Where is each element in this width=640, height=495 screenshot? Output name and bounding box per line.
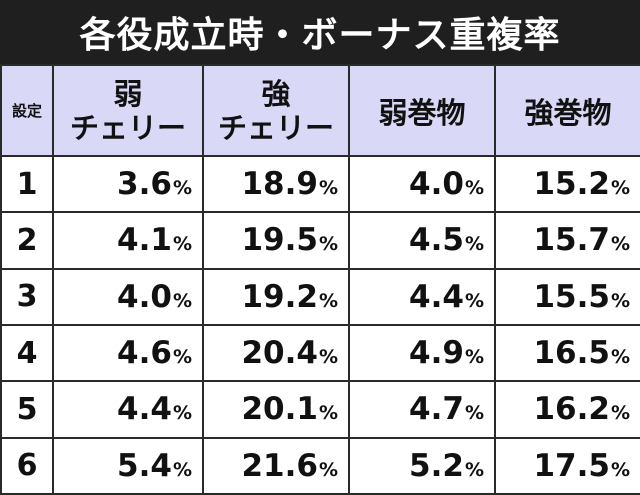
value-number: 4.0 (409, 166, 464, 203)
setting-cell: 2 (0, 211, 54, 270)
header-setting: 設定 (0, 64, 54, 157)
percent-unit: % (610, 346, 630, 369)
percent-unit: % (318, 177, 338, 200)
value-number: 4.6 (117, 335, 172, 372)
percent-unit: % (172, 289, 192, 312)
value-cell: 15.2% (494, 154, 640, 214)
value-cell: 3.6% (52, 154, 204, 214)
table-row: 1 3.6% 18.9% 4.0% 15.2% (0, 154, 640, 214)
percent-unit: % (318, 233, 338, 256)
value-cell: 18.9% (202, 154, 350, 214)
percent-unit: % (318, 289, 338, 312)
percent-unit: % (610, 458, 630, 481)
value-number: 4.9 (409, 335, 464, 372)
table-row: 6 5.4% 21.6% 5.2% 17.5% (0, 436, 640, 495)
value-cell: 4.9% (348, 323, 496, 383)
percent-unit: % (172, 402, 192, 425)
value-cell: 4.0% (52, 267, 204, 326)
percent-unit: % (610, 177, 630, 200)
percent-unit: % (464, 177, 484, 200)
value-number: 5.4 (117, 447, 172, 484)
percent-unit: % (172, 177, 192, 200)
value-number: 15.2 (533, 166, 610, 203)
value-cell: 4.4% (348, 267, 496, 326)
header-row: 設定 弱 チェリー 強 チェリー 弱巻物 強巻物 (0, 64, 640, 157)
value-number: 4.4 (409, 278, 464, 315)
header-weak-scroll: 弱巻物 (348, 64, 496, 157)
value-cell: 4.6% (52, 323, 204, 383)
value-number: 16.2 (533, 391, 610, 428)
value-cell: 19.2% (202, 267, 350, 326)
setting-cell: 4 (0, 323, 54, 383)
table-row: 3 4.0% 19.2% 4.4% 15.5% (0, 267, 640, 326)
value-cell: 4.7% (348, 380, 496, 439)
header-strong-scroll: 強巻物 (494, 64, 640, 157)
percent-unit: % (610, 289, 630, 312)
value-number: 4.0 (117, 278, 172, 315)
value-number: 17.5 (533, 447, 610, 484)
value-number: 20.4 (241, 335, 318, 372)
value-number: 20.1 (241, 391, 318, 428)
percent-unit: % (610, 402, 630, 425)
percent-unit: % (464, 289, 484, 312)
value-number: 19.5 (241, 222, 318, 259)
value-cell: 20.4% (202, 323, 350, 383)
value-number: 4.1 (117, 222, 172, 259)
header-strong-cherry-line1: 強 (261, 76, 291, 111)
value-cell: 4.0% (348, 154, 496, 214)
percent-unit: % (464, 458, 484, 481)
table-row: 2 4.1% 19.5% 4.5% 15.7% (0, 211, 640, 270)
value-number: 16.5 (533, 335, 610, 372)
value-cell: 21.6% (202, 436, 350, 495)
value-cell: 19.5% (202, 211, 350, 270)
value-number: 21.6 (241, 447, 318, 484)
percent-unit: % (172, 458, 192, 481)
page-title: 各役成立時・ボーナス重複率 (0, 0, 640, 64)
percent-unit: % (318, 346, 338, 369)
header-weak-cherry-line2: チェリー (69, 110, 186, 145)
value-cell: 15.5% (494, 267, 640, 326)
value-cell: 15.7% (494, 211, 640, 270)
value-number: 15.7 (533, 222, 610, 259)
value-cell: 17.5% (494, 436, 640, 495)
setting-cell: 5 (0, 380, 54, 439)
percent-unit: % (464, 402, 484, 425)
value-number: 3.6 (117, 166, 172, 203)
setting-cell: 1 (0, 154, 54, 214)
percent-unit: % (172, 346, 192, 369)
value-cell: 5.4% (52, 436, 204, 495)
value-cell: 4.4% (52, 380, 204, 439)
value-number: 4.7 (409, 391, 464, 428)
header-weak-cherry: 弱 チェリー (52, 64, 204, 157)
value-number: 4.5 (409, 222, 464, 259)
header-strong-cherry-line2: チェリー (217, 110, 334, 145)
percent-unit: % (610, 233, 630, 256)
value-cell: 4.1% (52, 211, 204, 270)
bonus-overlap-table: 設定 弱 チェリー 強 チェリー 弱巻物 強巻物 1 3.6% 18.9% 4.… (0, 64, 640, 495)
table-row: 5 4.4% 20.1% 4.7% 16.2% (0, 380, 640, 439)
value-cell: 20.1% (202, 380, 350, 439)
percent-unit: % (318, 402, 338, 425)
percent-unit: % (318, 458, 338, 481)
setting-cell: 6 (0, 436, 54, 495)
setting-cell: 3 (0, 267, 54, 326)
value-number: 15.5 (533, 278, 610, 315)
percent-unit: % (172, 233, 192, 256)
value-cell: 16.2% (494, 380, 640, 439)
percent-unit: % (464, 346, 484, 369)
value-number: 5.2 (409, 447, 464, 484)
percent-unit: % (464, 233, 484, 256)
value-cell: 5.2% (348, 436, 496, 495)
value-number: 4.4 (117, 391, 172, 428)
value-number: 18.9 (241, 166, 318, 203)
table-row: 4 4.6% 20.4% 4.9% 16.5% (0, 323, 640, 383)
value-cell: 16.5% (494, 323, 640, 383)
header-strong-cherry: 強 チェリー (202, 64, 350, 157)
value-number: 19.2 (241, 278, 318, 315)
header-weak-cherry-line1: 弱 (113, 76, 143, 111)
value-cell: 4.5% (348, 211, 496, 270)
